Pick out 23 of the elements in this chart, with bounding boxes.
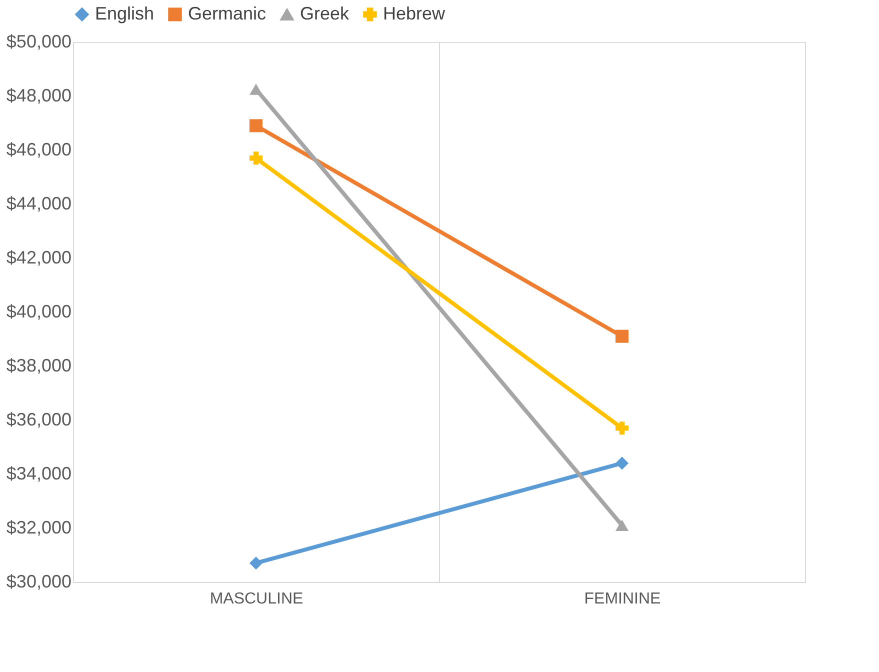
x-tick-label: MASCULINE (210, 590, 304, 608)
y-tick-label: $48,000 (6, 86, 72, 106)
legend-label: Greek (300, 4, 350, 24)
point (615, 330, 629, 343)
y-tick-label: $46,000 (6, 140, 72, 160)
y-tick-label: $50,000 (6, 32, 72, 52)
y-tick-label: $42,000 (6, 248, 72, 268)
y-tick-label: $38,000 (6, 356, 72, 376)
point (249, 556, 263, 570)
x-tick-label: FEMININE (584, 590, 661, 608)
y-tick-label: $44,000 (6, 194, 72, 214)
y-tick-label: $30,000 (6, 572, 72, 592)
y-tick-label: $32,000 (6, 518, 72, 538)
point (249, 152, 263, 165)
point (615, 422, 629, 435)
y-tick-label: $34,000 (6, 464, 72, 484)
y-tick-label: $40,000 (6, 302, 72, 322)
point (249, 119, 263, 132)
legend-label: Germanic (188, 3, 266, 24)
legend-label: Hebrew (383, 3, 446, 24)
legend-label: English (95, 3, 154, 24)
point (615, 456, 629, 470)
y-tick-label: $36,000 (6, 410, 72, 430)
